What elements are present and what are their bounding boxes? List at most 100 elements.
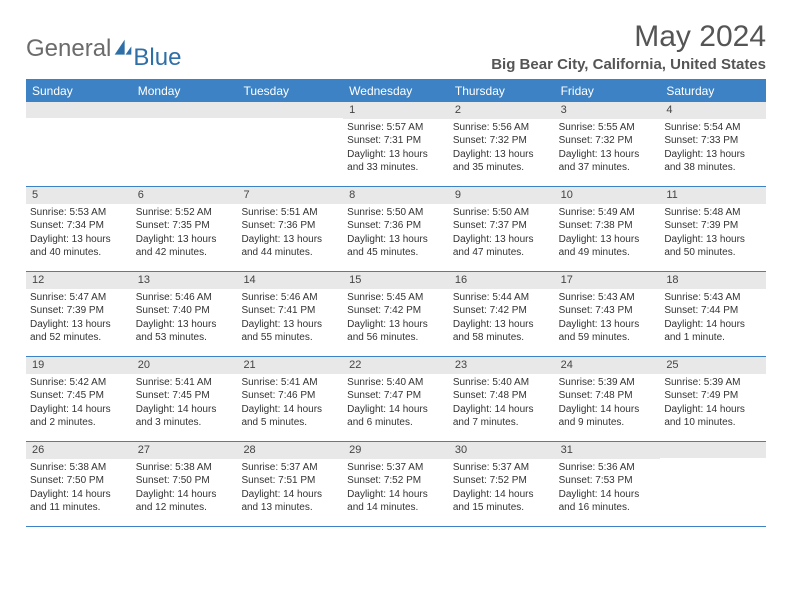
day-number: 14 bbox=[237, 272, 343, 289]
day-number: 13 bbox=[132, 272, 238, 289]
sunset-text: Sunset: 7:42 PM bbox=[347, 304, 445, 318]
day-number: 25 bbox=[660, 357, 766, 374]
week-row: 26Sunrise: 5:38 AMSunset: 7:50 PMDayligh… bbox=[26, 442, 766, 527]
daylight2-text: and 59 minutes. bbox=[559, 331, 657, 345]
day-number: 22 bbox=[343, 357, 449, 374]
sunset-text: Sunset: 7:31 PM bbox=[347, 134, 445, 148]
sunset-text: Sunset: 7:32 PM bbox=[453, 134, 551, 148]
daylight1-text: Daylight: 14 hours bbox=[241, 403, 339, 417]
day-cell: 7Sunrise: 5:51 AMSunset: 7:36 PMDaylight… bbox=[237, 187, 343, 271]
daylight2-text: and 7 minutes. bbox=[453, 416, 551, 430]
sunset-text: Sunset: 7:42 PM bbox=[453, 304, 551, 318]
sunset-text: Sunset: 7:48 PM bbox=[453, 389, 551, 403]
sunrise-text: Sunrise: 5:39 AM bbox=[559, 376, 657, 390]
day-cell: 17Sunrise: 5:43 AMSunset: 7:43 PMDayligh… bbox=[555, 272, 661, 356]
day-number: 4 bbox=[660, 102, 766, 119]
day-cell bbox=[132, 102, 238, 186]
daylight2-text: and 53 minutes. bbox=[136, 331, 234, 345]
daylight1-text: Daylight: 13 hours bbox=[664, 148, 762, 162]
daylight1-text: Daylight: 14 hours bbox=[664, 318, 762, 332]
brand-text-general: General bbox=[26, 35, 111, 63]
day-cell: 21Sunrise: 5:41 AMSunset: 7:46 PMDayligh… bbox=[237, 357, 343, 441]
day-number bbox=[237, 102, 343, 118]
day-number: 19 bbox=[26, 357, 132, 374]
day-cell: 11Sunrise: 5:48 AMSunset: 7:39 PMDayligh… bbox=[660, 187, 766, 271]
sunrise-text: Sunrise: 5:38 AM bbox=[30, 461, 128, 475]
daylight1-text: Daylight: 14 hours bbox=[136, 403, 234, 417]
day-number: 27 bbox=[132, 442, 238, 459]
day-cell: 14Sunrise: 5:46 AMSunset: 7:41 PMDayligh… bbox=[237, 272, 343, 356]
sunrise-text: Sunrise: 5:46 AM bbox=[136, 291, 234, 305]
daylight1-text: Daylight: 14 hours bbox=[241, 488, 339, 502]
day-cell bbox=[660, 442, 766, 526]
sunset-text: Sunset: 7:32 PM bbox=[559, 134, 657, 148]
daylight2-text: and 55 minutes. bbox=[241, 331, 339, 345]
brand-sail-icon bbox=[113, 38, 133, 61]
day-number: 30 bbox=[449, 442, 555, 459]
daylight1-text: Daylight: 13 hours bbox=[241, 318, 339, 332]
daylight2-text: and 11 minutes. bbox=[30, 501, 128, 515]
calendar-grid: Sunday Monday Tuesday Wednesday Thursday… bbox=[26, 79, 766, 527]
sunrise-text: Sunrise: 5:39 AM bbox=[664, 376, 762, 390]
sunrise-text: Sunrise: 5:40 AM bbox=[347, 376, 445, 390]
day-cell: 16Sunrise: 5:44 AMSunset: 7:42 PMDayligh… bbox=[449, 272, 555, 356]
day-cell: 8Sunrise: 5:50 AMSunset: 7:36 PMDaylight… bbox=[343, 187, 449, 271]
sunset-text: Sunset: 7:53 PM bbox=[559, 474, 657, 488]
day-cell: 10Sunrise: 5:49 AMSunset: 7:38 PMDayligh… bbox=[555, 187, 661, 271]
sunset-text: Sunset: 7:46 PM bbox=[241, 389, 339, 403]
week-row: 5Sunrise: 5:53 AMSunset: 7:34 PMDaylight… bbox=[26, 187, 766, 272]
sunrise-text: Sunrise: 5:56 AM bbox=[453, 121, 551, 135]
sunrise-text: Sunrise: 5:43 AM bbox=[664, 291, 762, 305]
sunrise-text: Sunrise: 5:38 AM bbox=[136, 461, 234, 475]
sunrise-text: Sunrise: 5:46 AM bbox=[241, 291, 339, 305]
location-label: Big Bear City, California, United States bbox=[491, 56, 766, 73]
daylight2-text: and 49 minutes. bbox=[559, 246, 657, 260]
day-cell: 9Sunrise: 5:50 AMSunset: 7:37 PMDaylight… bbox=[449, 187, 555, 271]
day-number bbox=[132, 102, 238, 118]
sunset-text: Sunset: 7:52 PM bbox=[347, 474, 445, 488]
sunrise-text: Sunrise: 5:37 AM bbox=[453, 461, 551, 475]
sunrise-text: Sunrise: 5:41 AM bbox=[241, 376, 339, 390]
sunset-text: Sunset: 7:43 PM bbox=[559, 304, 657, 318]
sunset-text: Sunset: 7:49 PM bbox=[664, 389, 762, 403]
daylight2-text: and 12 minutes. bbox=[136, 501, 234, 515]
daylight2-text: and 1 minute. bbox=[664, 331, 762, 345]
daylight1-text: Daylight: 13 hours bbox=[559, 148, 657, 162]
day-number: 9 bbox=[449, 187, 555, 204]
month-title: May 2024 bbox=[491, 20, 766, 54]
daylight2-text: and 15 minutes. bbox=[453, 501, 551, 515]
header: General Blue May 2024 Big Bear City, Cal… bbox=[26, 20, 766, 73]
daylight1-text: Daylight: 13 hours bbox=[347, 318, 445, 332]
day-cell: 25Sunrise: 5:39 AMSunset: 7:49 PMDayligh… bbox=[660, 357, 766, 441]
day-number: 18 bbox=[660, 272, 766, 289]
sunrise-text: Sunrise: 5:49 AM bbox=[559, 206, 657, 220]
daylight1-text: Daylight: 13 hours bbox=[347, 148, 445, 162]
day-cell: 27Sunrise: 5:38 AMSunset: 7:50 PMDayligh… bbox=[132, 442, 238, 526]
daylight2-text: and 38 minutes. bbox=[664, 161, 762, 175]
sunrise-text: Sunrise: 5:48 AM bbox=[664, 206, 762, 220]
sunrise-text: Sunrise: 5:42 AM bbox=[30, 376, 128, 390]
sunrise-text: Sunrise: 5:53 AM bbox=[30, 206, 128, 220]
brand-logo: General Blue bbox=[26, 26, 181, 72]
day-cell: 31Sunrise: 5:36 AMSunset: 7:53 PMDayligh… bbox=[555, 442, 661, 526]
day-number: 29 bbox=[343, 442, 449, 459]
daylight1-text: Daylight: 13 hours bbox=[347, 233, 445, 247]
day-number: 11 bbox=[660, 187, 766, 204]
sunset-text: Sunset: 7:51 PM bbox=[241, 474, 339, 488]
day-cell: 24Sunrise: 5:39 AMSunset: 7:48 PMDayligh… bbox=[555, 357, 661, 441]
daylight1-text: Daylight: 14 hours bbox=[453, 488, 551, 502]
sunset-text: Sunset: 7:35 PM bbox=[136, 219, 234, 233]
sunset-text: Sunset: 7:40 PM bbox=[136, 304, 234, 318]
day-cell: 18Sunrise: 5:43 AMSunset: 7:44 PMDayligh… bbox=[660, 272, 766, 356]
day-cell: 23Sunrise: 5:40 AMSunset: 7:48 PMDayligh… bbox=[449, 357, 555, 441]
day-number: 24 bbox=[555, 357, 661, 374]
daylight1-text: Daylight: 14 hours bbox=[559, 488, 657, 502]
daylight2-text: and 40 minutes. bbox=[30, 246, 128, 260]
daylight2-text: and 9 minutes. bbox=[559, 416, 657, 430]
day-cell bbox=[26, 102, 132, 186]
brand-text-blue: Blue bbox=[133, 44, 181, 72]
sunrise-text: Sunrise: 5:37 AM bbox=[347, 461, 445, 475]
daylight1-text: Daylight: 14 hours bbox=[559, 403, 657, 417]
day-number: 16 bbox=[449, 272, 555, 289]
daylight2-text: and 58 minutes. bbox=[453, 331, 551, 345]
